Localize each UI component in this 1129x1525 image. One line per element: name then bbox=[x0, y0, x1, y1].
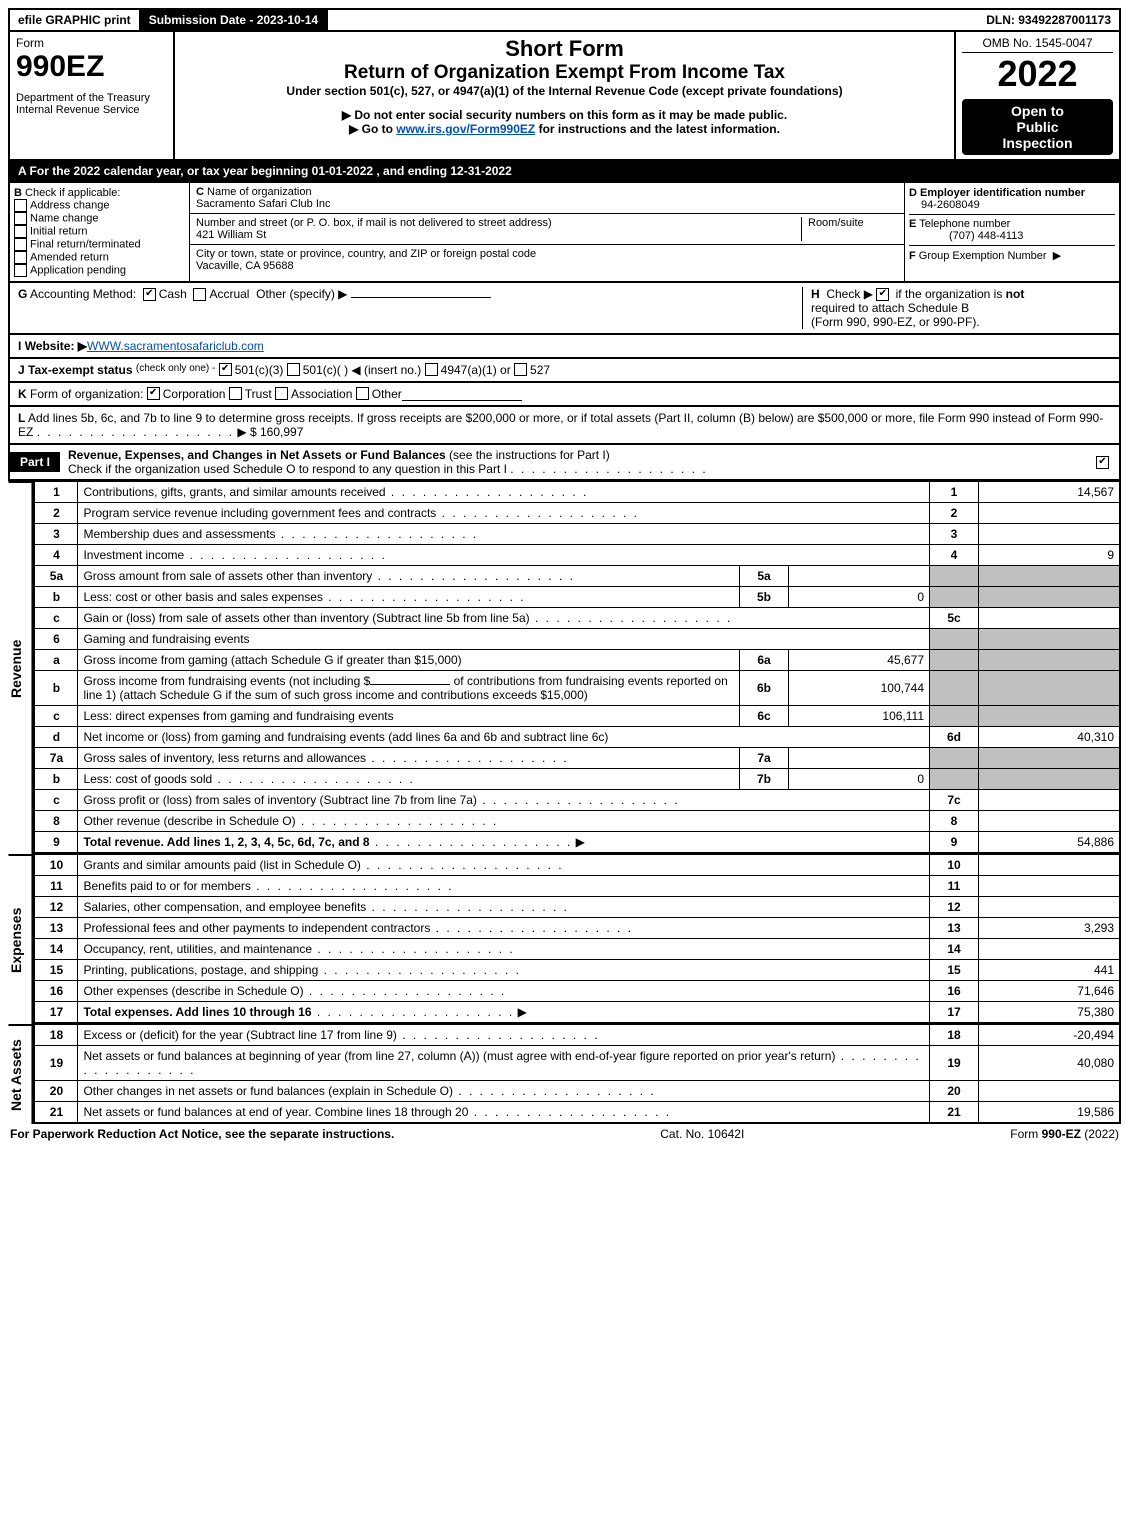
line6b-amt: 100,744 bbox=[789, 671, 930, 706]
form-header: Form 990EZ Department of the Treasury In… bbox=[8, 32, 1121, 161]
part1-header: Part I Revenue, Expenses, and Changes in… bbox=[8, 445, 1121, 481]
line17-amt: 75,380 bbox=[979, 1002, 1121, 1024]
corp-checkbox[interactable] bbox=[147, 387, 160, 400]
other-org-checkbox[interactable] bbox=[356, 387, 369, 400]
row-k: K Form of organization: Corporation Trus… bbox=[8, 383, 1121, 407]
name-change-checkbox[interactable] bbox=[14, 212, 27, 225]
revenue-table: 1Contributions, gifts, grants, and simil… bbox=[33, 481, 1121, 854]
catalog-number: Cat. No. 10642I bbox=[660, 1127, 744, 1141]
room-suite-label: Room/suite bbox=[801, 217, 898, 241]
line1-amt: 14,567 bbox=[979, 482, 1121, 503]
phone-value: (707) 448-4113 bbox=[949, 230, 1023, 242]
dept-treasury: Department of the Treasury bbox=[16, 92, 167, 104]
org-info-grid: B Check if applicable: Address change Na… bbox=[8, 183, 1121, 283]
form-word: Form bbox=[16, 36, 167, 50]
org-name: Sacramento Safari Club Inc bbox=[196, 198, 331, 210]
row-i: I Website: ▶ WWW.sacramentosafariclub.co… bbox=[8, 335, 1121, 359]
form-number: 990EZ bbox=[16, 50, 167, 84]
submission-date: Submission Date - 2023-10-14 bbox=[141, 10, 328, 30]
expenses-sidelabel: Expenses bbox=[8, 854, 33, 1024]
short-form-title: Short Form bbox=[181, 36, 948, 62]
omb-number: OMB No. 1545-0047 bbox=[962, 36, 1113, 53]
assoc-checkbox[interactable] bbox=[275, 387, 288, 400]
netassets-sidelabel: Net Assets bbox=[8, 1024, 33, 1124]
line4-amt: 9 bbox=[979, 545, 1121, 566]
section-b: B Check if applicable: Address change Na… bbox=[10, 183, 190, 281]
line21-amt: 19,586 bbox=[979, 1102, 1121, 1124]
dln: DLN: 93492287001173 bbox=[978, 10, 1119, 30]
section-def: D Employer identification number 94-2608… bbox=[904, 183, 1119, 281]
efile-print-btn[interactable]: efile GRAPHIC print bbox=[10, 10, 141, 30]
org-city: Vacaville, CA 95688 bbox=[196, 260, 294, 272]
form-ref: Form 990-EZ (2022) bbox=[1010, 1127, 1119, 1141]
initial-return-checkbox[interactable] bbox=[14, 225, 27, 238]
tax-year: 2022 bbox=[962, 53, 1113, 95]
irs-link[interactable]: www.irs.gov/Form990EZ bbox=[396, 122, 535, 136]
501c3-checkbox[interactable] bbox=[219, 363, 232, 376]
line6a-amt: 45,677 bbox=[789, 650, 930, 671]
main-title: Return of Organization Exempt From Incom… bbox=[181, 62, 948, 84]
trust-checkbox[interactable] bbox=[229, 387, 242, 400]
final-return-checkbox[interactable] bbox=[14, 238, 27, 251]
org-street: 421 William St bbox=[196, 229, 266, 241]
4947-checkbox[interactable] bbox=[425, 363, 438, 376]
501c-checkbox[interactable] bbox=[287, 363, 300, 376]
line6c-amt: 106,111 bbox=[789, 706, 930, 727]
paperwork-notice: For Paperwork Reduction Act Notice, see … bbox=[10, 1127, 394, 1141]
line16-amt: 71,646 bbox=[979, 981, 1121, 1002]
row-l: L Add lines 5b, 6c, and 7b to line 9 to … bbox=[8, 407, 1121, 445]
section-c: C Name of organization Sacramento Safari… bbox=[190, 183, 904, 281]
accrual-checkbox[interactable] bbox=[193, 288, 206, 301]
amended-return-checkbox[interactable] bbox=[14, 251, 27, 264]
line13-amt: 3,293 bbox=[979, 918, 1121, 939]
netassets-table: 18Excess or (deficit) for the year (Subt… bbox=[33, 1024, 1121, 1124]
line18-amt: -20,494 bbox=[979, 1025, 1121, 1046]
row-g-h: G Accounting Method: Cash Accrual Other … bbox=[8, 283, 1121, 335]
schedule-b-checkbox[interactable] bbox=[876, 288, 889, 301]
revenue-sidelabel: Revenue bbox=[8, 481, 33, 854]
line9-amt: 54,886 bbox=[979, 832, 1121, 854]
addr-change-checkbox[interactable] bbox=[14, 199, 27, 212]
page-footer: For Paperwork Reduction Act Notice, see … bbox=[8, 1124, 1121, 1144]
expenses-table: 10Grants and similar amounts paid (list … bbox=[33, 854, 1121, 1024]
line15-amt: 441 bbox=[979, 960, 1121, 981]
line19-amt: 40,080 bbox=[979, 1046, 1121, 1081]
ein-value: 94-2608049 bbox=[921, 199, 980, 211]
line6d-amt: 40,310 bbox=[979, 727, 1121, 748]
website-link[interactable]: WWW.sacramentosafariclub.com bbox=[87, 339, 264, 353]
goto-instruction: ▶ Go to www.irs.gov/Form990EZ for instru… bbox=[181, 122, 948, 136]
part1-scho-checkbox[interactable] bbox=[1096, 456, 1109, 469]
line-a: A For the 2022 calendar year, or tax yea… bbox=[8, 161, 1121, 183]
gross-receipts: 160,997 bbox=[260, 425, 303, 439]
527-checkbox[interactable] bbox=[514, 363, 527, 376]
ssn-warning: ▶ Do not enter social security numbers o… bbox=[181, 108, 948, 122]
app-pending-checkbox[interactable] bbox=[14, 264, 27, 277]
open-public-badge: Open toPublicInspection bbox=[962, 99, 1113, 155]
irs-label: Internal Revenue Service bbox=[16, 104, 167, 116]
row-j: J Tax-exempt status (check only one) - 5… bbox=[8, 359, 1121, 383]
cash-checkbox[interactable] bbox=[143, 288, 156, 301]
under-section: Under section 501(c), 527, or 4947(a)(1)… bbox=[181, 84, 948, 98]
top-bar: efile GRAPHIC print Submission Date - 20… bbox=[8, 8, 1121, 32]
